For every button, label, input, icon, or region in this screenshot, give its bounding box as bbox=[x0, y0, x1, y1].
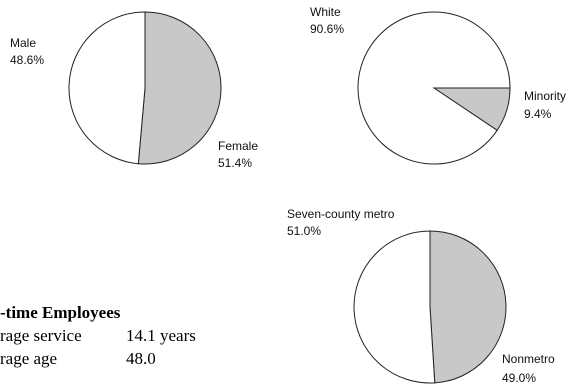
race-slice-white bbox=[357, 11, 511, 165]
summary-title: -time Employees bbox=[0, 303, 121, 322]
value-seven-county-metro: 51.0% bbox=[287, 224, 322, 238]
label-white: White bbox=[310, 5, 341, 19]
label-female: Female bbox=[218, 139, 259, 153]
region-slice-seven-county-metro bbox=[353, 230, 436, 384]
value-minority: 9.4% bbox=[524, 107, 552, 121]
label-minority: Minority bbox=[524, 89, 567, 103]
value-male: 48.6% bbox=[10, 53, 45, 67]
value-female: 51.4% bbox=[218, 156, 253, 170]
label-male: Male bbox=[10, 36, 37, 50]
gender-slice-female bbox=[137, 11, 222, 165]
summary-label-service: rage service bbox=[0, 326, 82, 345]
value-white: 90.6% bbox=[310, 22, 345, 36]
summary-value-service: 14.1 years bbox=[126, 326, 196, 345]
value-nonmetro: 49.0% bbox=[502, 371, 537, 385]
summary-value-age: 48.0 bbox=[126, 349, 156, 368]
region-slice-nonmetro bbox=[429, 230, 507, 384]
label-nonmetro: Nonmetro bbox=[502, 352, 555, 366]
summary-label-age: rage age bbox=[0, 349, 58, 368]
gender-slice-male bbox=[68, 11, 146, 165]
label-seven-county-metro: Seven-county metro bbox=[287, 207, 395, 221]
